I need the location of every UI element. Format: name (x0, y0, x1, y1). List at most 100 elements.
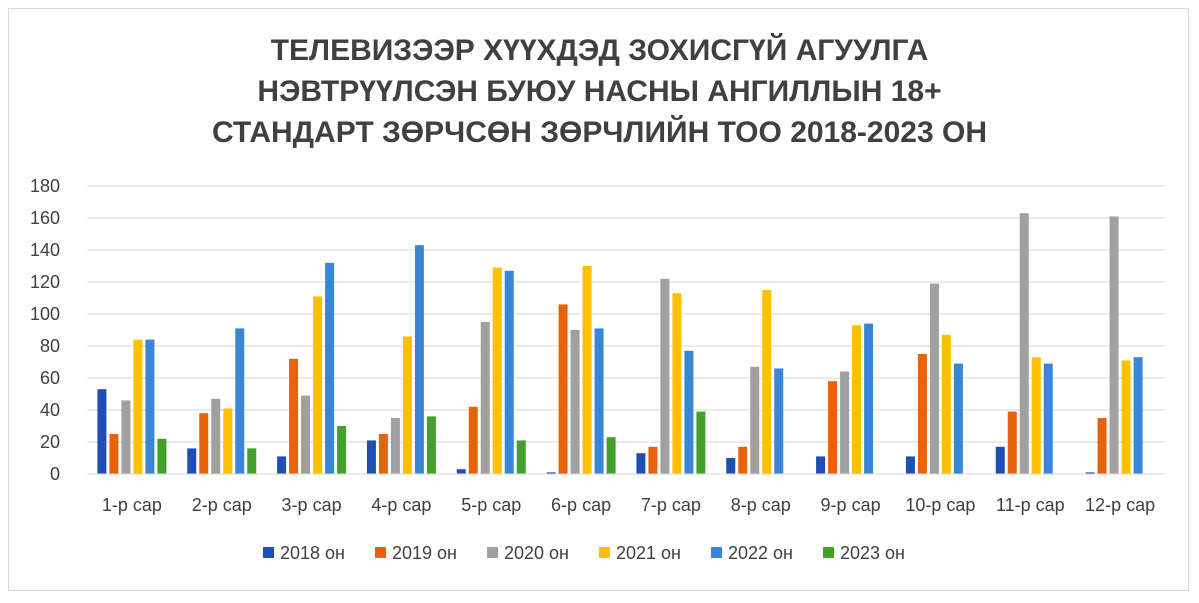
bar (211, 398, 221, 474)
bar (402, 336, 412, 474)
chart-title-line-1: ТЕЛЕВИЗЭЭР ХҮҮХДЭД ЗОХИСГҮЙ АГУУЛГА (270, 34, 929, 67)
bar (816, 456, 826, 474)
y-tick-label: 180 (30, 176, 60, 196)
bar (1031, 357, 1041, 474)
bar (301, 395, 311, 474)
y-tick-label: 160 (30, 208, 60, 228)
x-tick-label: 6-р сар (551, 495, 611, 515)
x-tick-label: 5-р сар (461, 495, 521, 515)
bar (594, 328, 604, 474)
legend-label: 2019 он (392, 543, 457, 563)
bar (277, 456, 287, 474)
x-tick-label: 9-р сар (821, 495, 881, 515)
bar (223, 408, 233, 474)
gridlines (87, 185, 1165, 475)
bar (546, 472, 556, 474)
bar (235, 328, 245, 474)
bar (762, 290, 772, 474)
bars (97, 213, 1143, 474)
chart-title-line-3: СТАНДАРТ ЗӨРЧСӨН ЗӨРЧЛИЙН ТОО 2018-2023 … (212, 116, 987, 149)
bar (852, 325, 862, 474)
bar (774, 368, 784, 474)
bar (828, 381, 838, 474)
bar (738, 446, 748, 474)
bar (995, 446, 1005, 474)
bar (726, 458, 736, 474)
x-axis: 1-р сар 2-р сар 3-р сар 4-р сар 5-р сар 6-р с… (87, 473, 1165, 515)
x-tick-label: 11-р сар (996, 495, 1065, 515)
bar (109, 434, 119, 474)
bar (750, 366, 760, 474)
legend-swatch (375, 547, 386, 558)
bar (456, 469, 466, 474)
y-tick-label: 140 (30, 240, 60, 260)
y-tick-label: 120 (30, 272, 60, 292)
y-axis: 0 20 40 60 80 100 120 140 160 180 (30, 176, 60, 484)
bar (199, 413, 209, 474)
bar (468, 406, 478, 474)
bar (121, 400, 131, 474)
bar (953, 363, 963, 474)
y-tick-label: 60 (40, 368, 60, 388)
legend-swatch (599, 547, 610, 558)
bar (426, 416, 436, 474)
bar (145, 339, 155, 474)
bar (1019, 213, 1029, 474)
chart-frame (8, 8, 1189, 591)
legend-swatch (487, 547, 498, 558)
legend-label: 2022 он (728, 543, 793, 563)
chart-title: ТЕЛЕВИЗЭЭР ХҮҮХДЭД ЗОХИСГҮЙ АГУУЛГА НЭВТ… (0, 30, 1199, 153)
bar (157, 438, 167, 474)
bar (516, 440, 526, 474)
bar (325, 262, 335, 474)
bar (133, 339, 143, 474)
bar (247, 448, 257, 474)
x-tick-label: 1-р сар (102, 495, 162, 515)
x-tick-label: 10-р сар (905, 495, 975, 515)
bar (1043, 363, 1053, 474)
bar (864, 323, 874, 474)
x-tick-label: 2-р сар (192, 495, 252, 515)
bar (504, 270, 514, 474)
bar (840, 371, 850, 474)
y-tick-label: 80 (40, 336, 60, 356)
x-tick-label: 3-р сар (282, 495, 342, 515)
legend-label: 2023 он (840, 543, 905, 563)
x-tick-label: 12-р сар (1085, 495, 1155, 515)
bar (570, 330, 580, 474)
y-tick-label: 100 (30, 304, 60, 324)
bar (1097, 418, 1107, 474)
bar (648, 446, 658, 474)
legend: 2018 он 2019 он 2020 он 2021 он 2022 он 2023 … (263, 543, 905, 563)
legend-swatch (823, 547, 834, 558)
chart-title-line-2: НЭВТРҮҮЛСЭН БУЮУ НАСНЫ АНГИЛЛЫН 18+ (257, 75, 942, 108)
y-tick-label: 40 (40, 400, 60, 420)
bar (313, 296, 323, 474)
bar (414, 245, 424, 474)
bar (606, 437, 616, 474)
bar (97, 389, 107, 474)
y-tick-label: 0 (50, 464, 60, 484)
legend-label: 2018 он (280, 543, 345, 563)
bar (917, 354, 927, 474)
bar (187, 448, 197, 474)
bar (660, 278, 670, 474)
bar (905, 456, 915, 474)
bar (1121, 360, 1131, 474)
bar (1133, 357, 1143, 474)
bar (1007, 411, 1017, 474)
bar (696, 411, 706, 474)
bar (929, 283, 939, 474)
bar (684, 350, 694, 474)
bar (366, 440, 376, 474)
bar (390, 418, 400, 474)
x-tick-label: 8-р сар (731, 495, 791, 515)
bar (289, 358, 299, 474)
bar (636, 453, 646, 474)
bar (941, 334, 951, 474)
bar (480, 322, 490, 474)
bar (1109, 216, 1119, 474)
x-tick-label: 4-р сар (371, 495, 431, 515)
bar (378, 434, 388, 474)
